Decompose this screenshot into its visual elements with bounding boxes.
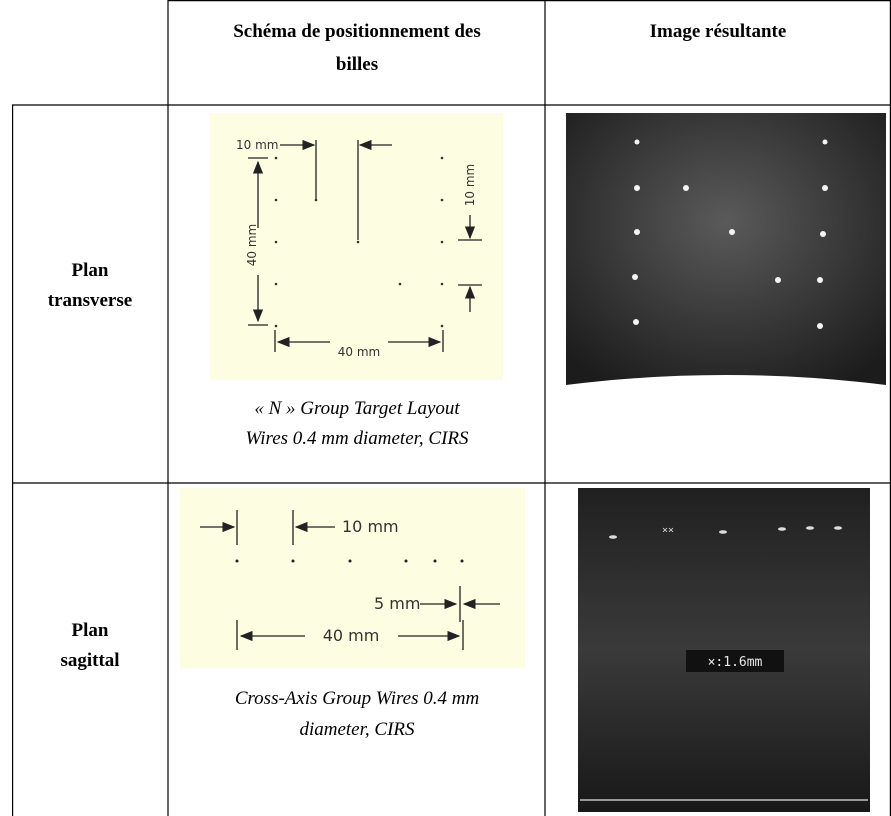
diagram-label: 5 mm: [374, 594, 420, 613]
row-label: sagittal: [60, 650, 119, 671]
cursor-mark: ××: [662, 525, 674, 536]
row-label: transverse: [48, 290, 132, 311]
ultrasound-image: [566, 113, 886, 385]
caption: « N » Group Target Layout: [254, 398, 460, 419]
caption: diameter, CIRS: [299, 719, 415, 740]
image-annotation: ×:1.6mm: [708, 655, 763, 670]
diagram-label: 10 mm: [236, 138, 278, 152]
ultrasound-image: ×× ×:1.6mm: [578, 488, 870, 812]
header-cell: billes: [336, 54, 378, 75]
caption: Wires 0.4 mm diameter, CIRS: [245, 428, 469, 449]
table-page: Schéma de positionnement des billes Imag…: [0, 0, 891, 816]
diagram-label: 40 mm: [245, 224, 259, 266]
diagram-label: 10 mm: [342, 517, 399, 536]
row-label: Plan: [72, 260, 109, 281]
diagram-transverse: 10 mm 40 mm 10 mm 40 mm: [210, 113, 503, 380]
diagram-label: 40 mm: [323, 626, 380, 645]
header-cell: Schéma de positionnement des: [233, 21, 481, 42]
diagram-label: 40 mm: [338, 345, 380, 359]
diagram-label: 10 mm: [463, 164, 477, 206]
caption: Cross-Axis Group Wires 0.4 mm: [235, 688, 479, 709]
diagram-sagittal: 10 mm 5 mm 40 mm: [180, 488, 525, 668]
header-cell: Image résultante: [650, 21, 787, 42]
row-label: Plan: [72, 620, 109, 641]
